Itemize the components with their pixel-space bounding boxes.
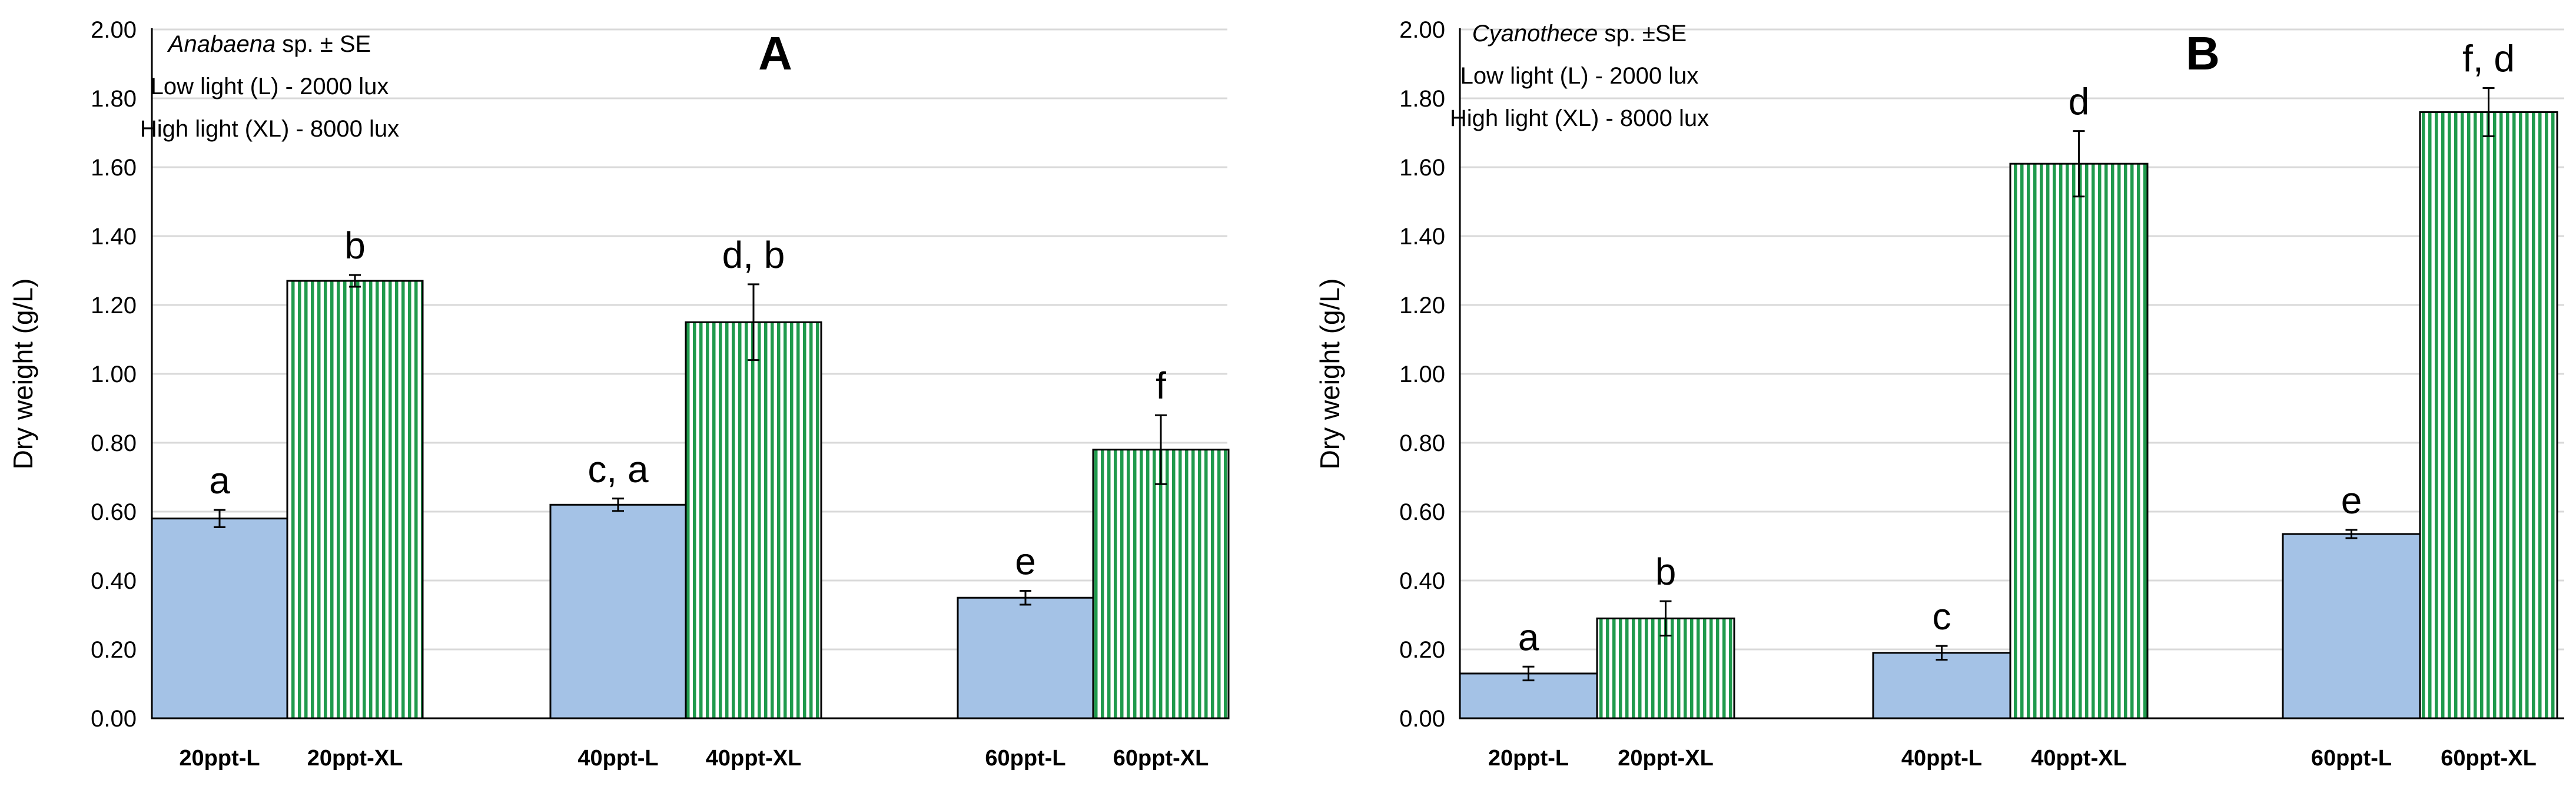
- panel-b-error-bar-20ppt-XL: [1659, 600, 1672, 637]
- panel-a-x-category-label: 20ppt-L: [179, 746, 260, 771]
- panel-a-error-bar-40ppt-L: [612, 498, 624, 512]
- panel-a-error-bar-60ppt-XL: [1155, 414, 1167, 485]
- panel-b-y-tick-label: 0.80: [1399, 430, 1445, 456]
- panel-b-x-category-label: 20ppt-L: [1488, 746, 1569, 771]
- panel-a-significance-label-60ppt-L: e: [1015, 540, 1036, 583]
- panel-b-error-bar-40ppt-XL: [2073, 130, 2085, 198]
- panel-a-y-tick-label: 1.60: [91, 155, 137, 181]
- panel-a-error-bar-20ppt-L: [214, 509, 225, 528]
- panel-b-y-tick-label: 0.60: [1399, 499, 1445, 525]
- panel-a-y-tick-label: 0.80: [91, 430, 137, 456]
- panel-b-significance-label-60ppt-L: e: [2341, 479, 2362, 522]
- panel-b-significance-label-40ppt-XL: d: [2069, 81, 2090, 123]
- panel-a-bar-40ppt-L: [549, 503, 687, 719]
- panel-b-x-category-label: 20ppt-XL: [1618, 746, 1714, 771]
- panel-b-species-note: Cyanothece sp. ±SE: [1472, 21, 1687, 47]
- panel-b-significance-label-60ppt-XL: f, d: [2462, 37, 2515, 79]
- panel-b-error-bar-60ppt-L: [2345, 529, 2358, 539]
- panel-a-high-light-note: High light (XL) - 8000 lux: [140, 116, 399, 142]
- panel-b-y-tick-label: 1.60: [1399, 155, 1445, 181]
- panel-a-x-category-label: 60ppt-XL: [1113, 746, 1209, 771]
- panel-a-bar-20ppt-L: [151, 518, 288, 719]
- panel-b-x-category-label: 60ppt-XL: [2441, 746, 2537, 771]
- panel-a-species-note: Anabaena sp. ± SE: [167, 31, 371, 57]
- panel-a-y-tick-label: 2.00: [91, 17, 137, 43]
- panel-b-bar-60ppt-XL: [2419, 111, 2558, 719]
- panel-b-significance-label-20ppt-XL: b: [1655, 550, 1677, 593]
- panel-b-y-tick-label: 2.00: [1399, 17, 1445, 43]
- panel-a-y-tick-label: 1.00: [91, 361, 137, 387]
- chart-panel-a: 0.00 0.20 0.40 0.60 0.80 1.00 1.20 1.40 1.60 1.80…: [8, 17, 1230, 771]
- panel-a-x-category-label: 40ppt-XL: [706, 746, 802, 771]
- panel-b-significance-label-40ppt-L: c: [1933, 595, 1951, 638]
- panel-a-significance-label-40ppt-XL: d, b: [722, 234, 785, 276]
- panel-a-error-bar-60ppt-L: [1020, 590, 1031, 606]
- panel-a-title: A: [758, 27, 792, 79]
- panel-a-bar-60ppt-XL: [1092, 449, 1230, 719]
- panel-a-y-tick-label: 0.40: [91, 568, 137, 594]
- panel-b-y-tick-label: 1.20: [1399, 293, 1445, 319]
- panel-b-y-tick-label: 0.20: [1399, 637, 1445, 663]
- panel-b-y-axis-title: Dry weight (g/L): [1314, 278, 1345, 470]
- panel-a-y-tick-label: 0.60: [91, 499, 137, 525]
- panel-a-significance-label-40ppt-L: c, a: [587, 448, 649, 490]
- panel-a-y-axis-title: Dry weight (g/L): [8, 278, 38, 470]
- panel-b-x-category-label: 60ppt-L: [2311, 746, 2392, 771]
- panel-b-x-category-label: 40ppt-L: [1901, 746, 1982, 771]
- panel-a-y-tick-label: 1.20: [91, 293, 137, 319]
- panel-a-error-bar-40ppt-XL: [748, 283, 759, 361]
- panel-b-high-light-note: High light (XL) - 8000 lux: [1450, 105, 1709, 131]
- panel-b-x-category-label: 40ppt-XL: [2031, 746, 2127, 771]
- panel-a-y-tick-label: 1.40: [91, 224, 137, 250]
- panel-a-x-category-label: 60ppt-L: [985, 746, 1065, 771]
- panel-a-x-category-label: 40ppt-L: [577, 746, 658, 771]
- chart-panel-b: 0.00 0.20 0.40 0.60 0.80 1.00 1.20 1.40 1.60 1.80…: [1314, 17, 2564, 771]
- panel-b-y-tick-label: 1.00: [1399, 361, 1445, 387]
- panel-b-low-light-note: Low light (L) - 2000 lux: [1460, 63, 1699, 89]
- panel-a-significance-label-60ppt-XL: f: [1156, 364, 1166, 407]
- panel-a-low-light-note: Low light (L) - 2000 lux: [151, 74, 389, 100]
- panel-b-significance-label-20ppt-L: a: [1518, 616, 1539, 658]
- panel-a-significance-label-20ppt-L: a: [209, 459, 230, 502]
- panel-a-bar-40ppt-XL: [685, 321, 822, 719]
- panel-a-bar-20ppt-XL: [286, 280, 424, 719]
- panel-b-title: B: [2186, 27, 2220, 79]
- panel-b-y-tick-label: 0.00: [1399, 706, 1445, 732]
- panel-b-error-bar-40ppt-L: [1936, 645, 1948, 661]
- panel-b-y-tick-label: 1.80: [1399, 86, 1445, 112]
- panel-a-error-bar-20ppt-XL: [349, 274, 361, 288]
- panel-b-bar-60ppt-L: [2282, 533, 2421, 719]
- panel-a-significance-label-20ppt-XL: b: [344, 224, 366, 267]
- panel-a-y-tick-label: 0.20: [91, 637, 137, 663]
- panel-b-error-bar-20ppt-L: [1522, 665, 1535, 682]
- panel-a-y-tick-label: 0.00: [91, 706, 137, 732]
- panel-b-error-bar-60ppt-XL: [2482, 87, 2495, 137]
- panel-a-x-category-label: 20ppt-XL: [307, 746, 403, 771]
- panel-b-y-tick-label: 0.40: [1399, 568, 1445, 594]
- panel-b-bar-40ppt-L: [1872, 652, 2011, 719]
- panel-b-bar-40ppt-XL: [2009, 162, 2149, 719]
- panel-a-bar-60ppt-L: [957, 596, 1094, 719]
- panel-b-y-tick-label: 1.40: [1399, 224, 1445, 250]
- panel-a-y-tick-label: 1.80: [91, 86, 137, 112]
